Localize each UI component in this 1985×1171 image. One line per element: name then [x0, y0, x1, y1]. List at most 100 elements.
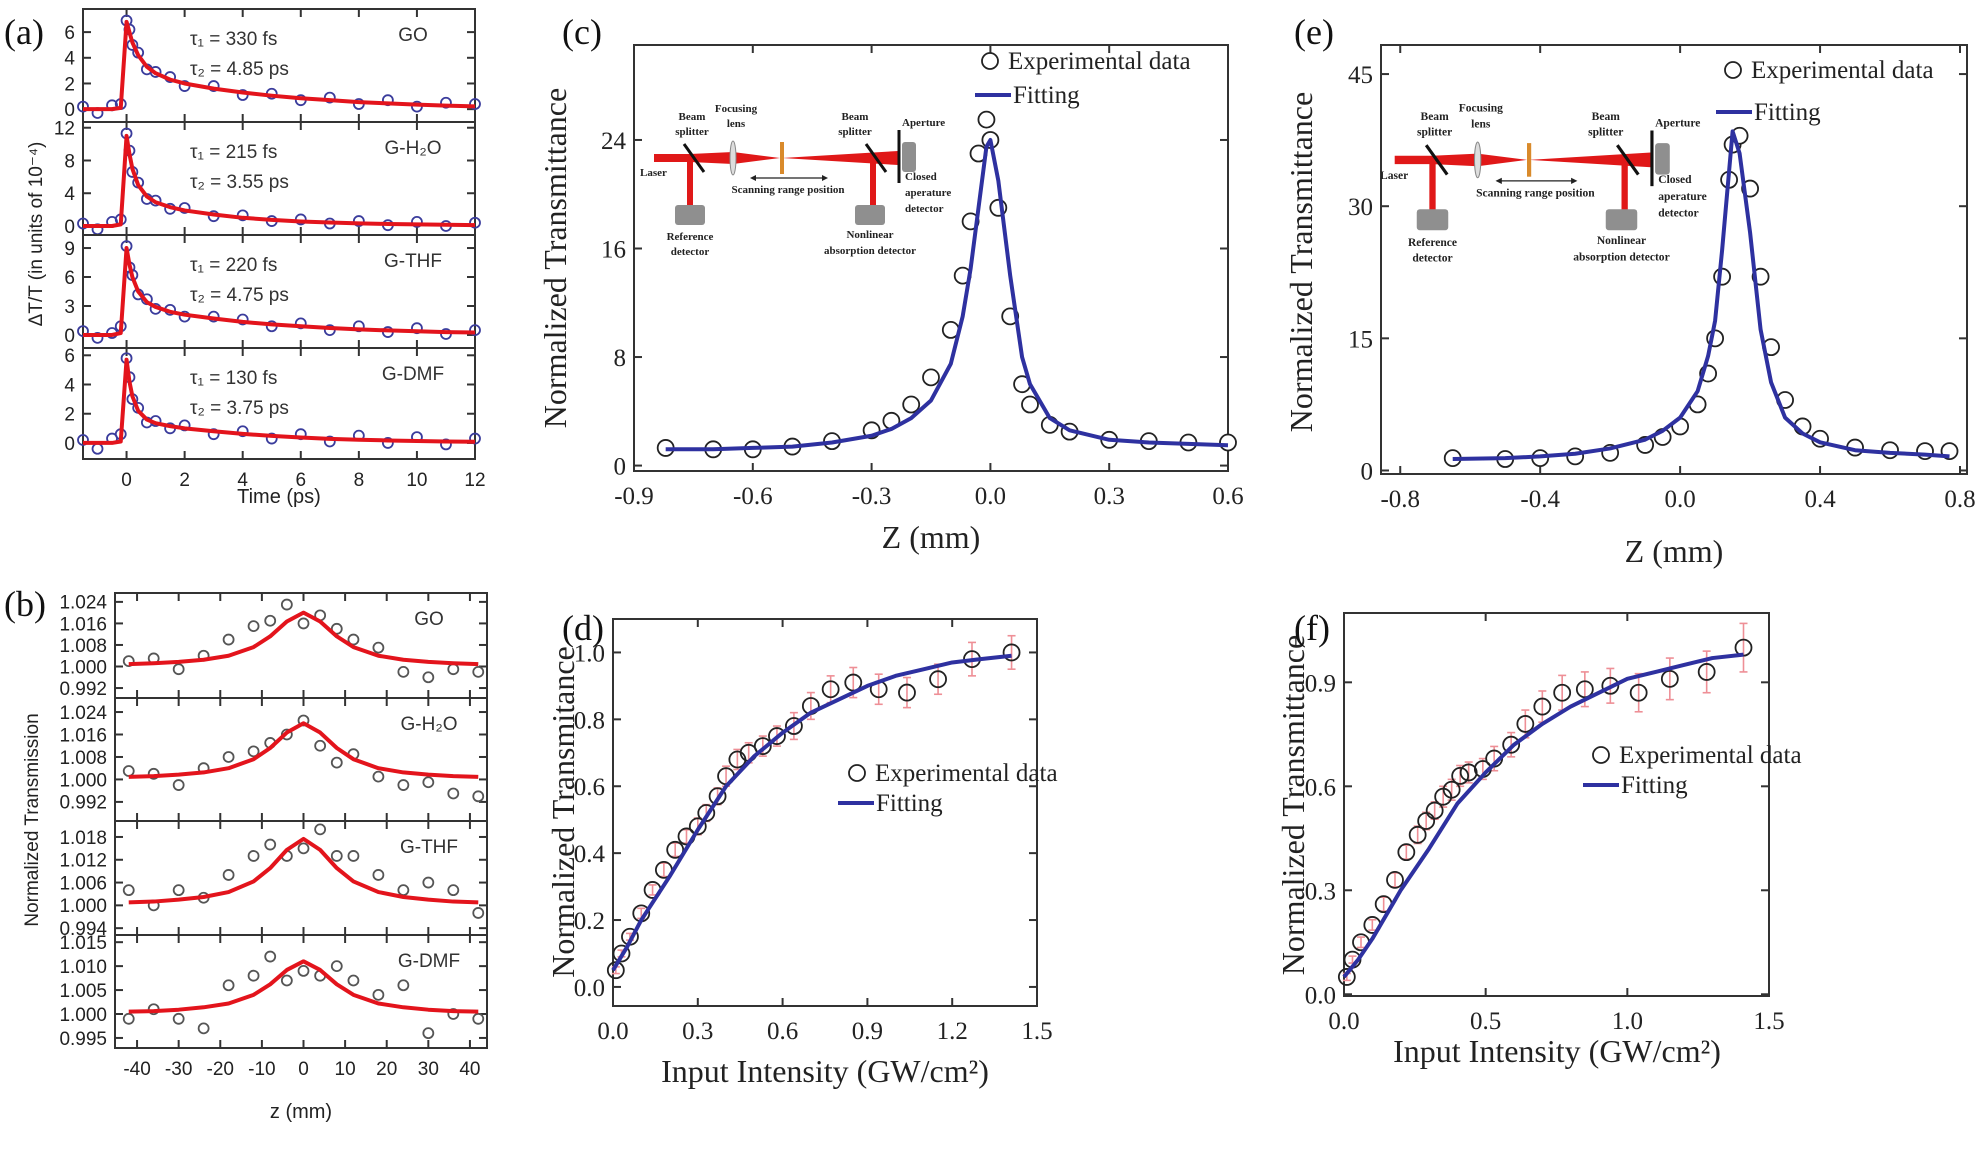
fit-curve — [1342, 652, 1744, 979]
inset-label-laser: Laser — [640, 167, 667, 179]
nonlinear-detector — [1605, 209, 1638, 231]
arrow-head-left — [1495, 177, 1502, 185]
inset-label-closed-aperture-detector: aperature — [905, 187, 951, 199]
sample-label: G-DMF — [398, 951, 460, 972]
experimental-point — [372, 869, 385, 881]
experimental-point — [447, 787, 460, 800]
y-tick-label: 0 — [614, 454, 627, 481]
inset-label-beam-splitter-1: splitter — [675, 126, 709, 138]
legend-label-fitting: Fitting — [1754, 99, 1821, 126]
z-scan-setup-inset-e: Beam splitter Focusing lens Laser Scanning ra… — [1380, 103, 1707, 265]
experimental-point — [1575, 680, 1594, 699]
x-tick-label: 10 — [335, 1059, 356, 1080]
arrow-head-right — [822, 175, 828, 181]
inset-label-nonlinear-detector: Nonlinear — [1597, 235, 1646, 247]
tau1-label: τ₁ = 220 fs — [190, 255, 277, 276]
plot-frame — [1380, 44, 1968, 475]
y-tick-label: 0.994 — [59, 919, 107, 940]
inset-label-scanning-range: Scanning range position — [731, 184, 844, 196]
y-tick-label: 12 — [54, 119, 75, 140]
x-axis-label: Z (mm) — [1625, 533, 1724, 569]
y-tick-label: 0 — [64, 100, 75, 121]
experimental-point — [1397, 843, 1416, 862]
x-axis-label: z (mm) — [270, 1101, 332, 1123]
y-tick-label: 6 — [64, 346, 75, 367]
experimental-point — [922, 368, 940, 387]
experimental-point — [314, 739, 327, 752]
y-tick-label: 0.9 — [1305, 670, 1336, 697]
sample — [780, 142, 784, 174]
experimental-point — [297, 842, 310, 855]
experimental-point — [122, 1012, 135, 1025]
x-tick-label: -10 — [248, 1059, 275, 1080]
experimental-point — [472, 665, 485, 678]
x-tick-label: 20 — [376, 1059, 397, 1080]
fit-curve — [128, 610, 479, 667]
experimental-point — [372, 641, 385, 654]
experimental-point — [1408, 825, 1427, 844]
experimental-point — [929, 670, 947, 689]
arrow-head-right — [1571, 177, 1578, 185]
x-tick-label: 0 — [298, 1059, 309, 1080]
experimental-point — [297, 617, 310, 630]
experimental-point — [1601, 676, 1620, 695]
beam-splitter-1 — [1424, 144, 1449, 176]
beam-splitter-2 — [864, 143, 888, 173]
x-tick-label: -40 — [123, 1059, 150, 1080]
x-tick-label: 1.0 — [1612, 1008, 1643, 1035]
experimental-point — [1533, 697, 1552, 716]
fit-curve — [1452, 129, 1950, 462]
inset-label-closed-aperture-detector: Closed — [1658, 174, 1692, 186]
inset-label-closed-aperture-detector: aperature — [1658, 191, 1706, 203]
experimental-point — [172, 779, 185, 791]
x-tick-label: 12 — [464, 470, 485, 491]
laser-beam — [1394, 153, 1527, 167]
x-tick-label: 0.0 — [597, 1018, 628, 1045]
experimental-point — [236, 425, 249, 438]
plot-frame — [633, 44, 1229, 472]
tau2-label: τ₂ = 4.85 ps — [190, 59, 289, 80]
inset-label-nonlinear-detector: absorption detector — [1573, 252, 1669, 264]
panel-label-text: (f) — [1294, 608, 1330, 648]
nonlinear-beam — [1621, 162, 1628, 211]
inset-label-reference-detector: detector — [1412, 253, 1452, 265]
x-tick-label: 0.5 — [1470, 1008, 1501, 1035]
x-tick-label: 4 — [237, 470, 248, 491]
y-axis-label: Normalized Transmittance — [1275, 635, 1311, 975]
nonlinear-detector — [855, 205, 885, 225]
plot-frame — [1343, 612, 1770, 997]
focusing-lens — [1473, 141, 1482, 179]
y-tick-label: 1.016 — [59, 725, 107, 746]
experimental-point — [122, 884, 135, 897]
x-axis-label: Time (ps) — [237, 486, 321, 508]
legend-label-fitting: Fitting — [1621, 772, 1688, 799]
experimental-point — [821, 680, 840, 699]
experimental-point — [1021, 395, 1039, 414]
y-tick-label: 0.2 — [574, 908, 605, 935]
legend: Experimental data Fitting — [975, 48, 1191, 109]
fit-curve — [128, 721, 479, 779]
inset-label-beam-splitter-1: splitter — [1417, 127, 1452, 139]
experimental-point — [1502, 735, 1521, 754]
panel-label: (e) — [1294, 12, 1334, 52]
experimental-point — [1713, 267, 1732, 286]
experimental-point — [1697, 663, 1716, 681]
experimental-point — [323, 91, 336, 104]
experimental-point — [422, 1027, 435, 1040]
sample — [1527, 143, 1532, 177]
experimental-point — [785, 717, 803, 735]
reference-detector — [675, 205, 705, 225]
x-tick-label: -0.4 — [1520, 486, 1560, 513]
y-tick-label: 4 — [64, 184, 75, 205]
experimental-point — [77, 217, 89, 230]
experimental-point — [469, 216, 481, 229]
x-tick-label: -30 — [165, 1059, 192, 1080]
legend-marker-experimental — [1724, 61, 1742, 79]
y-tick-label: 0.992 — [59, 793, 107, 814]
experimental-point — [91, 331, 104, 344]
inset-label-beam-splitter-1: Beam — [1421, 111, 1450, 123]
x-tick-label: 0.8 — [1944, 486, 1975, 513]
y-tick-label: 6 — [64, 268, 75, 289]
